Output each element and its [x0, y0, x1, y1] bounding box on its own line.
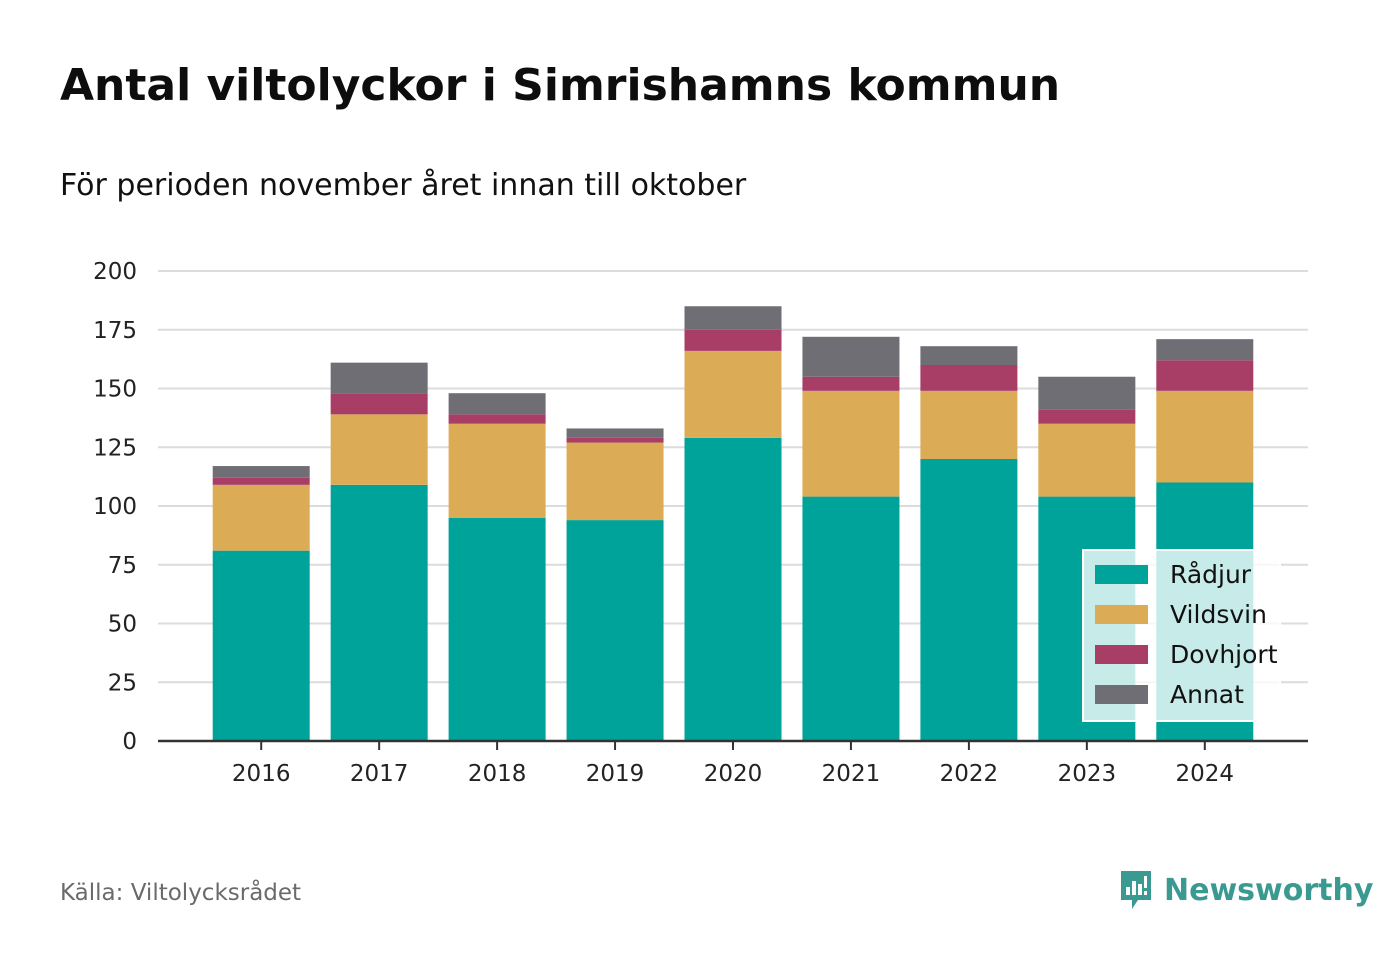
- y-tick-label: 125: [93, 435, 137, 461]
- x-tick-label: 2020: [704, 761, 763, 787]
- y-tick-label: 75: [108, 553, 137, 579]
- bar-segment-2017-3: [330, 393, 428, 415]
- bar-segment-2017-1: [330, 484, 428, 741]
- bar-segment-2016-3: [212, 477, 310, 485]
- axes: 0 25 50 75 100 125 150 175 200 2016 2017 2018 2019 20…: [93, 259, 1308, 787]
- bar-segment-2022-1: [920, 459, 1018, 741]
- legend-label: Rådjur: [1170, 560, 1252, 589]
- bar-segment-2018-4: [448, 393, 546, 415]
- source-note: Källa: Viltolycksrådet: [60, 880, 302, 906]
- x-tick-label: 2018: [468, 761, 527, 787]
- legend-swatch: [1095, 685, 1148, 704]
- newsworthy-brand: Newsworthy: [1118, 868, 1373, 912]
- y-tick-label: 175: [93, 318, 137, 344]
- bar-segment-2020-2: [684, 350, 782, 438]
- newsworthy-logo-icon: [1121, 871, 1151, 909]
- bar-segment-2016-4: [212, 466, 310, 478]
- bar-segment-2021-3: [802, 376, 900, 391]
- y-tick-label: 100: [93, 494, 137, 520]
- bar-segment-2023-4: [1038, 376, 1136, 410]
- bar-segment-2024-4: [1156, 339, 1254, 361]
- bar-segment-2018-3: [448, 414, 546, 424]
- bar-segment-2019-1: [566, 520, 664, 741]
- bar-segment-2020-4: [684, 306, 782, 330]
- bar-segment-2016-2: [212, 484, 310, 551]
- bar-segment-2023-3: [1038, 409, 1136, 424]
- legend: Rådjur Vildsvin Dovhjort Annat: [1082, 549, 1281, 722]
- y-tick-label: 0: [122, 729, 137, 755]
- legend-swatch: [1095, 605, 1148, 624]
- x-tick-label: 2021: [822, 761, 881, 787]
- y-tick-label: 50: [108, 612, 137, 638]
- legend-label: Vildsvin: [1170, 600, 1267, 629]
- bar-segment-2024-3: [1156, 360, 1254, 391]
- bar-segment-2022-2: [920, 390, 1018, 459]
- y-tick-label: 25: [108, 670, 137, 696]
- bar-segment-2021-4: [802, 336, 900, 377]
- chart-subtitle: För perioden november året innan till ok…: [60, 168, 747, 203]
- bar-segment-2024-2: [1156, 390, 1254, 483]
- bar-segment-2023-2: [1038, 423, 1136, 497]
- bar-segment-2021-2: [802, 390, 900, 497]
- legend-swatch: [1095, 645, 1148, 664]
- bar-segment-2020-1: [684, 437, 782, 741]
- bar-segment-2022-4: [920, 346, 1018, 365]
- bar-segment-2022-3: [920, 365, 1018, 391]
- bars: [212, 306, 1254, 741]
- x-tick-label: 2017: [350, 761, 409, 787]
- bar-segment-2021-1: [802, 496, 900, 741]
- bar-segment-2020-3: [684, 329, 782, 351]
- bar-segment-2019-4: [566, 428, 664, 438]
- brand-name: Newsworthy: [1164, 872, 1374, 908]
- x-tick-label: 2023: [1058, 761, 1117, 787]
- bar-segment-2018-1: [448, 517, 546, 741]
- chart-title: Antal viltolyckor i Simrishamns kommun: [60, 60, 1061, 111]
- bar-segment-2016-1: [212, 550, 310, 741]
- legend-swatch: [1095, 565, 1148, 584]
- legend-label: Annat: [1170, 680, 1244, 709]
- legend-label: Dovhjort: [1170, 640, 1278, 669]
- x-tick-label: 2016: [232, 761, 291, 787]
- x-tick-label: 2022: [940, 761, 999, 787]
- bar-segment-2018-2: [448, 423, 546, 518]
- y-tick-label: 150: [93, 377, 137, 403]
- bar-segment-2019-3: [566, 437, 664, 443]
- x-tick-label: 2024: [1176, 761, 1235, 787]
- bar-segment-2019-2: [566, 442, 664, 521]
- x-tick-label: 2019: [586, 761, 645, 787]
- y-tick-label: 200: [93, 259, 137, 285]
- bar-segment-2017-2: [330, 414, 428, 485]
- bar-segment-2017-4: [330, 362, 428, 394]
